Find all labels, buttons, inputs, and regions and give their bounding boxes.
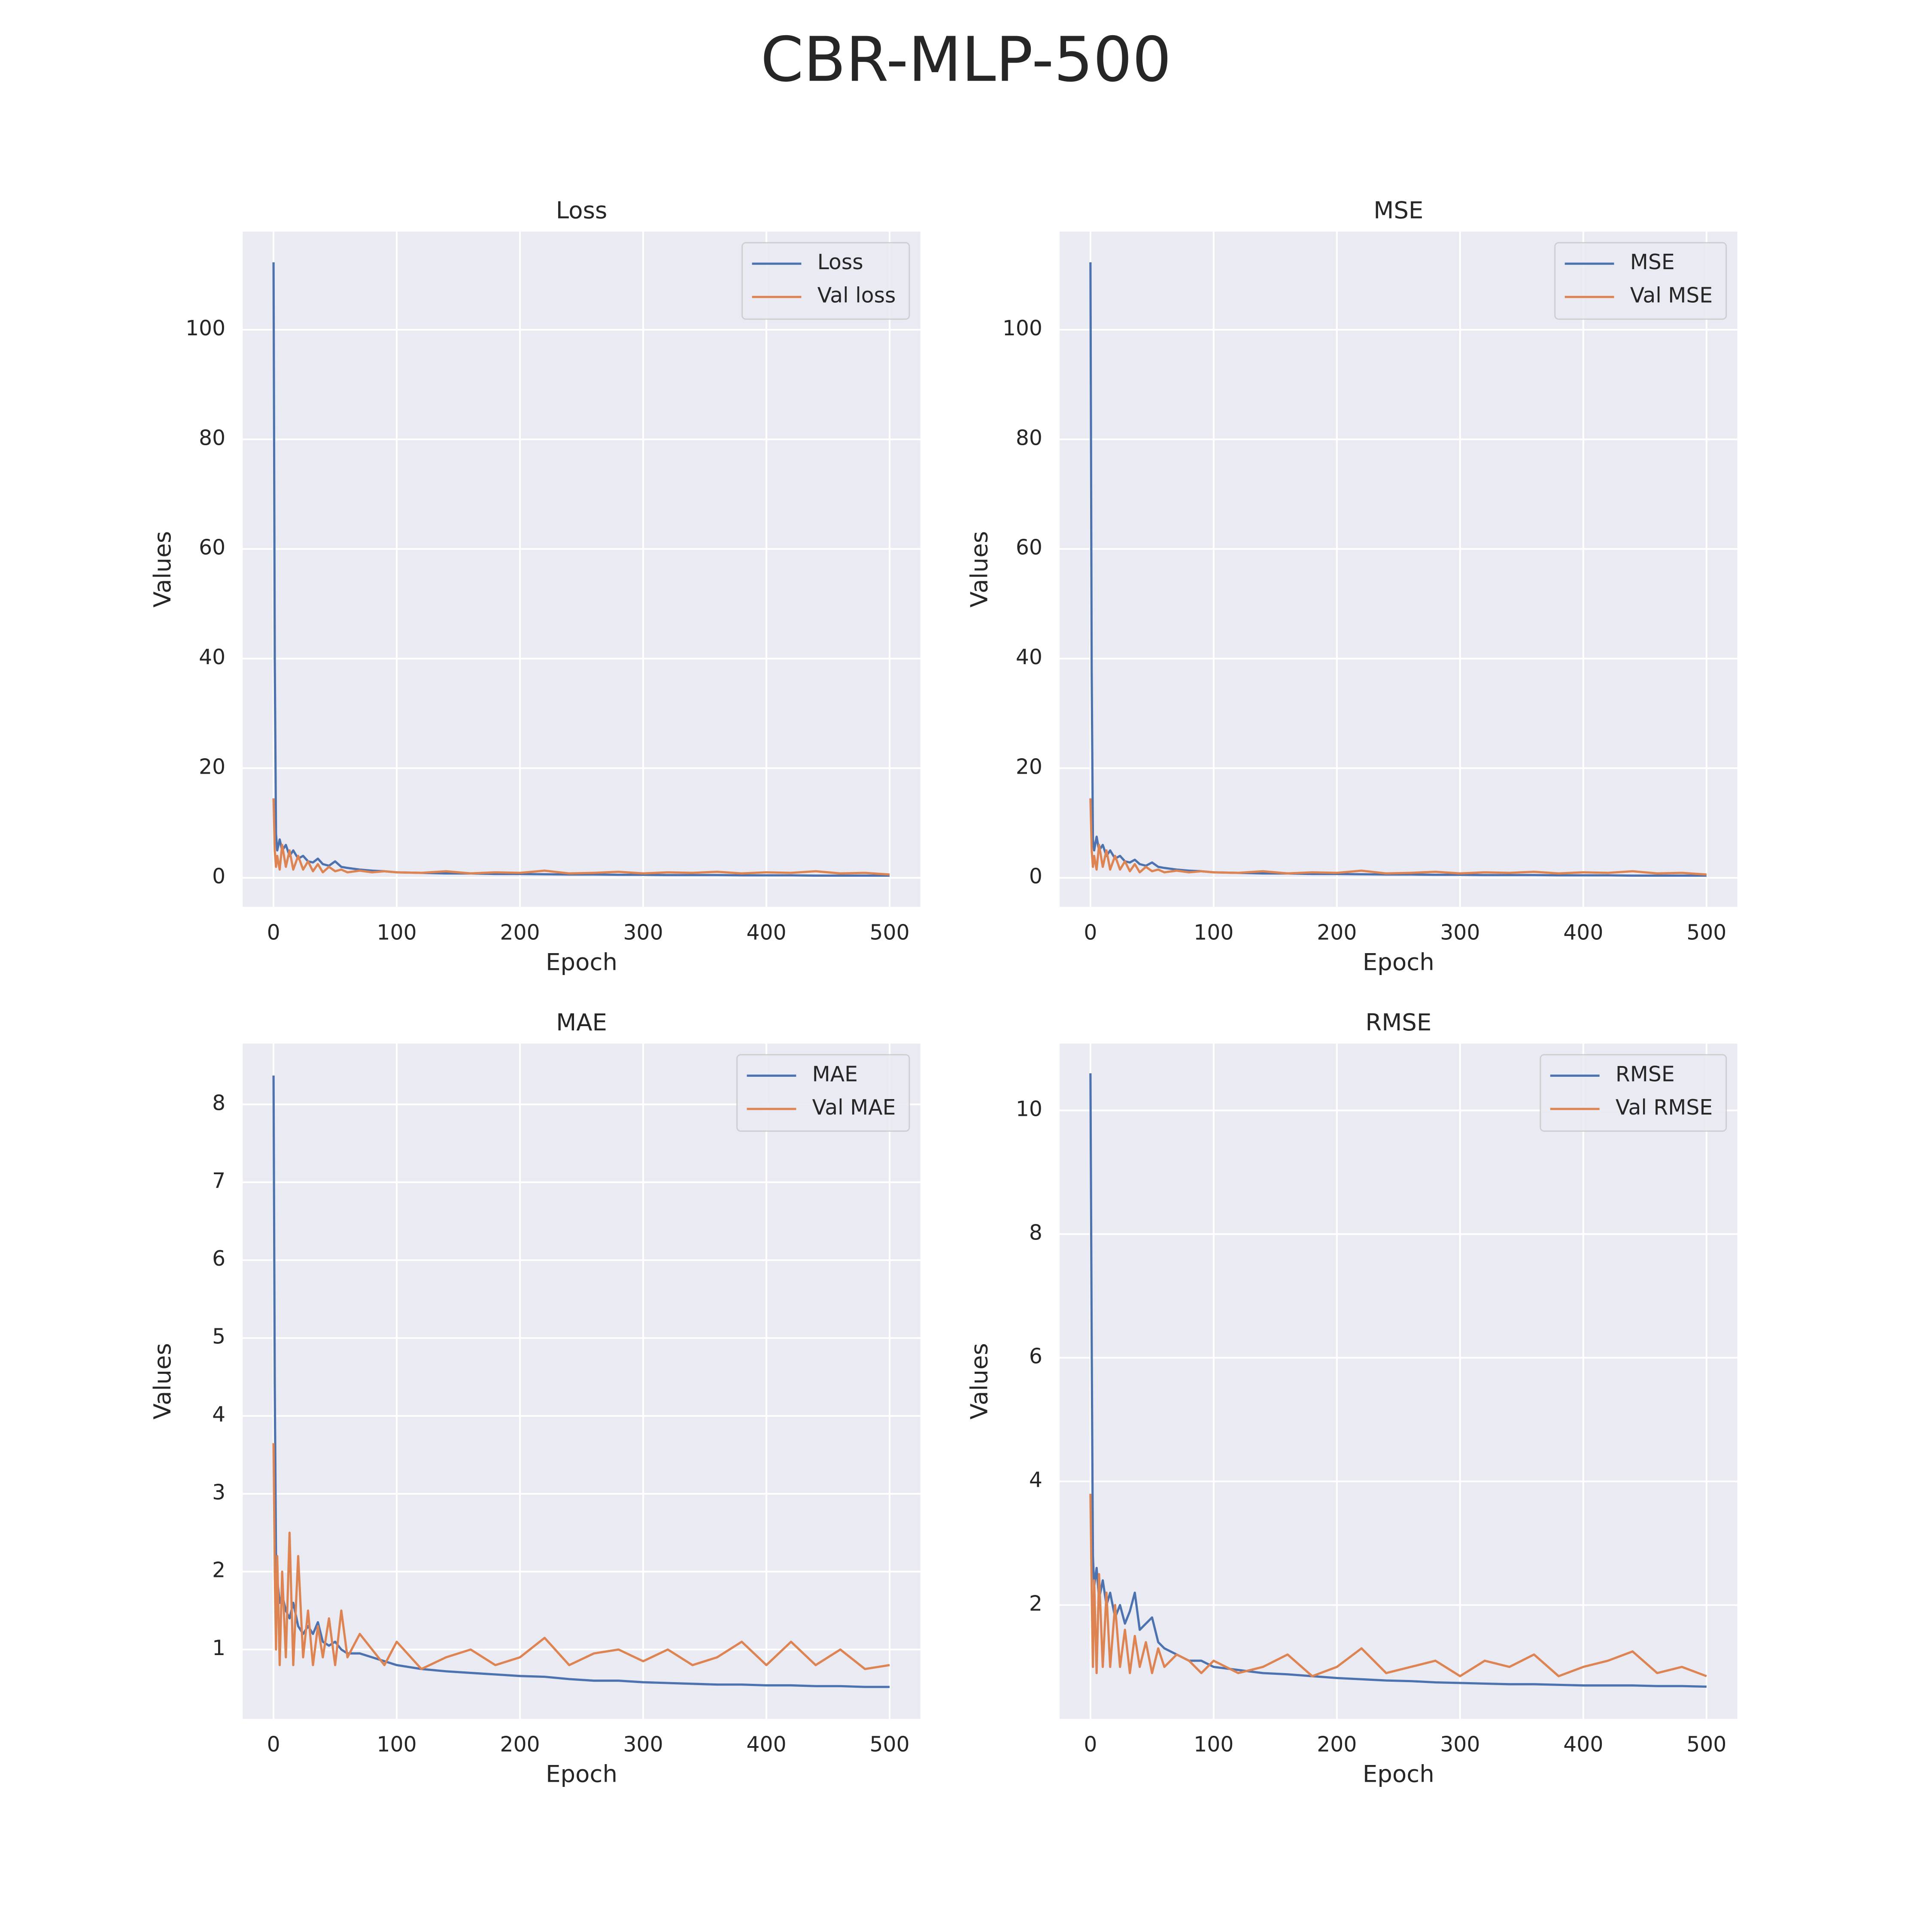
y-tick-label: 4 — [1029, 1467, 1042, 1492]
y-tick-label: 2 — [1029, 1592, 1042, 1616]
y-tick-label: 40 — [199, 645, 225, 669]
x-axis-label: Epoch — [1363, 948, 1434, 975]
x-tick-label: 300 — [623, 1732, 663, 1757]
y-tick-label: 60 — [199, 535, 225, 560]
line-series — [272, 1443, 890, 1671]
x-tick-label: 100 — [1194, 920, 1233, 945]
legend-label: Val loss — [817, 283, 896, 308]
x-tick-label: 500 — [870, 1732, 910, 1757]
legend-label: MSE — [1630, 250, 1675, 274]
x-axis-label: Epoch — [1363, 1760, 1434, 1788]
x-tick-label: 300 — [623, 920, 663, 945]
x-tick-label: 0 — [1084, 920, 1097, 945]
plot-background — [1060, 1043, 1738, 1719]
y-tick-label: 100 — [185, 316, 225, 340]
x-tick-label: 500 — [1686, 920, 1726, 945]
x-tick-label: 400 — [747, 920, 787, 945]
line-series — [1089, 798, 1707, 876]
line-series — [272, 798, 890, 876]
plot-background — [243, 231, 920, 907]
x-tick-label: 0 — [1084, 1732, 1097, 1757]
legend-label: RMSE — [1616, 1062, 1675, 1086]
y-axis-label: Values — [966, 1343, 993, 1419]
x-axis-label: Epoch — [546, 1760, 617, 1788]
x-tick-label: 300 — [1440, 1732, 1480, 1757]
legend-label: Val RMSE — [1616, 1095, 1713, 1120]
y-tick-label: 20 — [1016, 754, 1042, 779]
x-tick-label: 100 — [377, 920, 417, 945]
y-tick-label: 6 — [212, 1246, 225, 1271]
x-tick-label: 100 — [377, 1732, 417, 1757]
y-tick-label: 80 — [1016, 425, 1042, 450]
legend-label: Val MAE — [812, 1095, 896, 1120]
y-tick-label: 2 — [212, 1558, 225, 1583]
x-tick-label: 0 — [267, 920, 280, 945]
y-tick-label: 1 — [212, 1636, 225, 1660]
y-tick-label: 40 — [1016, 645, 1042, 669]
y-tick-label: 80 — [199, 425, 225, 450]
subplot-title: RMSE — [1365, 1009, 1431, 1036]
x-tick-label: 200 — [500, 920, 540, 945]
plot-background — [1060, 231, 1738, 907]
y-tick-label: 5 — [212, 1324, 225, 1349]
subplot-title: Loss — [556, 197, 608, 224]
legend-label: MAE — [812, 1062, 858, 1086]
legend-label: Val MSE — [1630, 283, 1713, 308]
y-tick-label: 6 — [1029, 1344, 1042, 1368]
x-tick-label: 300 — [1440, 920, 1480, 945]
y-tick-label: 4 — [212, 1402, 225, 1427]
y-tick-label: 0 — [1029, 864, 1042, 889]
x-tick-label: 500 — [1686, 1732, 1726, 1757]
y-tick-label: 100 — [1002, 316, 1042, 340]
legend-box — [1554, 242, 1727, 320]
plot-background — [243, 1043, 920, 1719]
legend-box — [741, 242, 910, 320]
x-tick-label: 400 — [747, 1732, 787, 1757]
y-tick-label: 3 — [212, 1480, 225, 1504]
x-tick-label: 0 — [267, 1732, 280, 1757]
legend-box — [736, 1054, 910, 1132]
y-tick-label: 8 — [1029, 1220, 1042, 1245]
line-series — [272, 1075, 890, 1688]
y-tick-label: 20 — [199, 754, 225, 779]
y-tick-label: 7 — [212, 1169, 225, 1193]
x-tick-label: 400 — [1563, 920, 1603, 945]
x-tick-label: 200 — [1317, 920, 1357, 945]
y-tick-label: 0 — [212, 864, 225, 889]
y-axis-label: Values — [149, 531, 176, 608]
x-tick-label: 400 — [1563, 1732, 1603, 1757]
x-axis-label: Epoch — [546, 948, 617, 975]
legend-box — [1540, 1054, 1727, 1132]
y-axis-label: Values — [966, 531, 993, 608]
y-tick-label: 10 — [1016, 1097, 1042, 1121]
y-tick-label: 60 — [1016, 535, 1042, 560]
x-tick-label: 200 — [1317, 1732, 1357, 1757]
y-tick-label: 8 — [212, 1091, 225, 1115]
x-tick-label: 500 — [870, 920, 910, 945]
x-tick-label: 100 — [1194, 1732, 1233, 1757]
figure-title: CBR-MLP-500 — [760, 24, 1171, 95]
x-tick-label: 200 — [500, 1732, 540, 1757]
y-axis-label: Values — [149, 1343, 176, 1419]
subplot-title: MAE — [556, 1009, 607, 1036]
legend-label: Loss — [817, 250, 863, 274]
subplot-title: MSE — [1373, 197, 1423, 224]
line-series — [1089, 1494, 1707, 1677]
